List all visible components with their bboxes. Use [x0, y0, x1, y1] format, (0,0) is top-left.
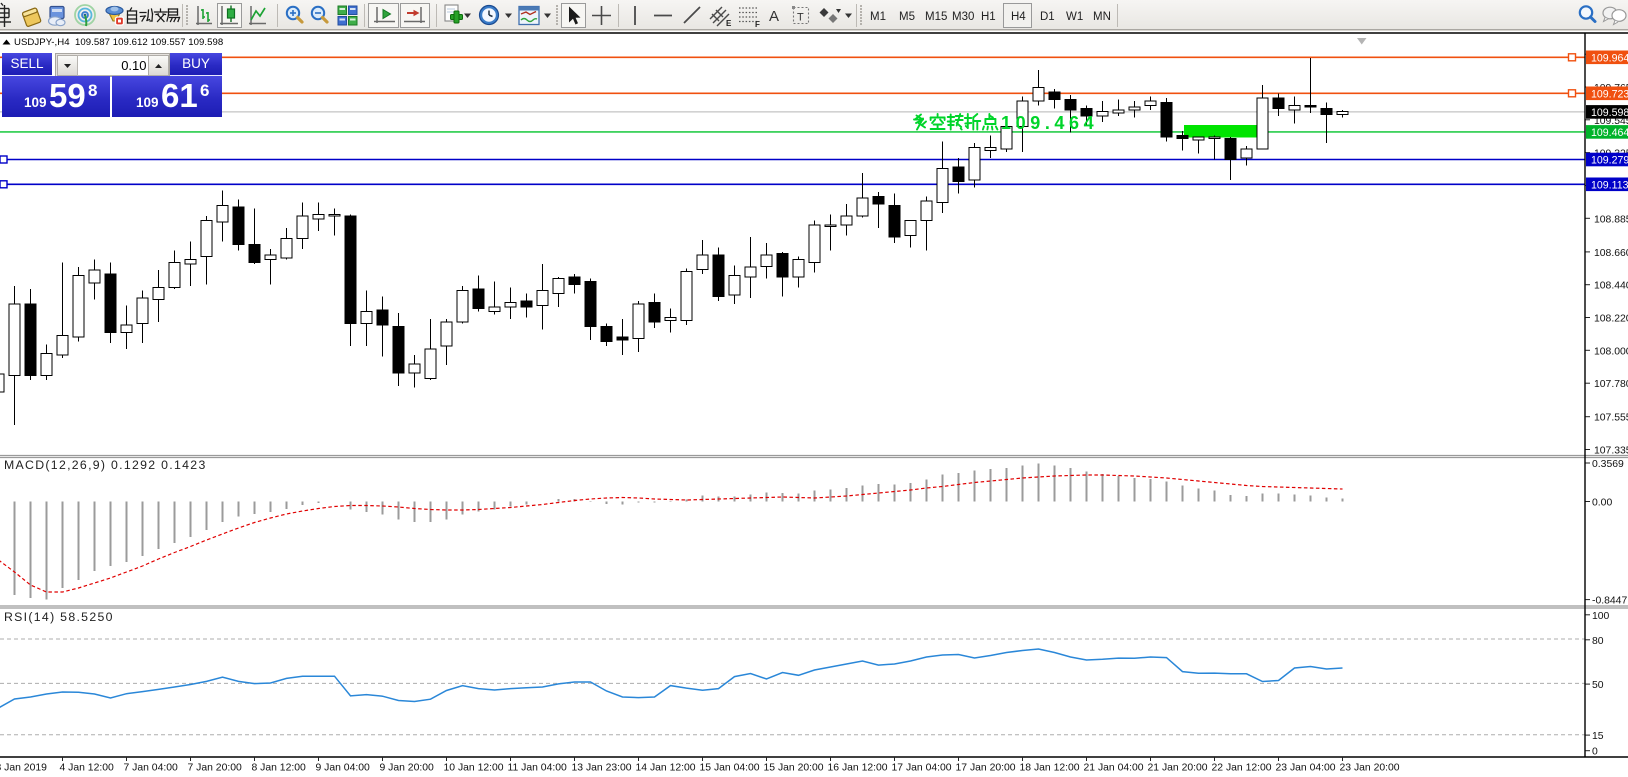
svg-text:109.464: 109.464: [1001, 113, 1098, 133]
svg-text:108.220: 108.220: [1594, 314, 1628, 325]
svg-text:8 Jan 12:00: 8 Jan 12:00: [252, 763, 307, 774]
svg-text:4 Jan 12:00: 4 Jan 12:00: [60, 763, 115, 774]
svg-text:16 Jan 12:00: 16 Jan 12:00: [828, 763, 888, 774]
svg-text:H4: H4: [1011, 11, 1026, 23]
svg-text:F: F: [755, 20, 760, 29]
svg-text:109.723: 109.723: [1591, 89, 1628, 101]
svg-text:108.440: 108.440: [1594, 281, 1628, 292]
svg-text:109.279: 109.279: [1591, 155, 1628, 167]
svg-text:0.00: 0.00: [1592, 498, 1612, 509]
svg-text:109.598: 109.598: [1591, 107, 1628, 119]
svg-text:W1: W1: [1066, 11, 1083, 23]
svg-text:17 Jan 04:00: 17 Jan 04:00: [892, 763, 952, 774]
svg-text:0.3569: 0.3569: [1592, 459, 1624, 470]
svg-text:9 Jan 20:00: 9 Jan 20:00: [380, 763, 435, 774]
svg-text:22 Jan 12:00: 22 Jan 12:00: [1212, 763, 1272, 774]
svg-text:109.464: 109.464: [1591, 127, 1628, 139]
svg-text:109.113: 109.113: [1591, 180, 1628, 192]
svg-text:108.885: 108.885: [1594, 214, 1628, 225]
svg-text:107.335: 107.335: [1594, 446, 1628, 457]
svg-text:7 Jan 04:00: 7 Jan 04:00: [124, 763, 179, 774]
svg-text:M1: M1: [870, 11, 886, 23]
svg-text:RSI(14) 58.5250: RSI(14) 58.5250: [4, 610, 114, 624]
svg-text:0: 0: [1592, 747, 1598, 758]
svg-text:7 Jan 20:00: 7 Jan 20:00: [188, 763, 243, 774]
svg-text:100: 100: [1592, 611, 1610, 622]
svg-text:11 Jan 04:00: 11 Jan 04:00: [508, 763, 568, 774]
svg-text:MN: MN: [1093, 11, 1111, 23]
svg-text:D1: D1: [1040, 11, 1055, 23]
svg-text:E: E: [726, 19, 732, 28]
svg-text:A: A: [769, 8, 779, 25]
svg-text:23 Jan 20:00: 23 Jan 20:00: [1340, 763, 1400, 774]
svg-text:10 Jan 12:00: 10 Jan 12:00: [444, 763, 504, 774]
svg-text:15: 15: [1592, 731, 1604, 742]
svg-text:108.000: 108.000: [1594, 346, 1628, 357]
svg-text:MACD(12,26,9) 0.1292 0.1423: MACD(12,26,9) 0.1292 0.1423: [4, 458, 207, 472]
svg-text:21 Jan 04:00: 21 Jan 04:00: [1084, 763, 1144, 774]
svg-text:M5: M5: [899, 11, 915, 23]
svg-text:107.780: 107.780: [1594, 379, 1628, 390]
svg-text:21 Jan 20:00: 21 Jan 20:00: [1148, 763, 1208, 774]
svg-text:18 Jan 12:00: 18 Jan 12:00: [1020, 763, 1080, 774]
svg-text:3 Jan 2019: 3 Jan 2019: [0, 763, 47, 774]
svg-text:T: T: [797, 12, 804, 24]
svg-text:H1: H1: [981, 11, 996, 23]
svg-text:50: 50: [1592, 680, 1604, 691]
svg-text:107.555: 107.555: [1594, 413, 1628, 424]
svg-text:17 Jan 20:00: 17 Jan 20:00: [956, 763, 1016, 774]
svg-text:23 Jan 04:00: 23 Jan 04:00: [1276, 763, 1336, 774]
svg-text:-0.8447: -0.8447: [1592, 596, 1627, 607]
svg-text:14 Jan 12:00: 14 Jan 12:00: [636, 763, 696, 774]
svg-text:M15: M15: [925, 11, 947, 23]
svg-text:M30: M30: [952, 11, 974, 23]
svg-text:15 Jan 04:00: 15 Jan 04:00: [700, 763, 760, 774]
svg-text:109.545: 109.545: [1594, 116, 1628, 127]
svg-text:109.964: 109.964: [1591, 53, 1628, 65]
svg-text:80: 80: [1592, 636, 1604, 647]
svg-text:13 Jan 23:00: 13 Jan 23:00: [572, 763, 632, 774]
svg-text:9 Jan 04:00: 9 Jan 04:00: [316, 763, 371, 774]
svg-text:15 Jan 20:00: 15 Jan 20:00: [764, 763, 824, 774]
svg-text:108.660: 108.660: [1594, 248, 1628, 259]
